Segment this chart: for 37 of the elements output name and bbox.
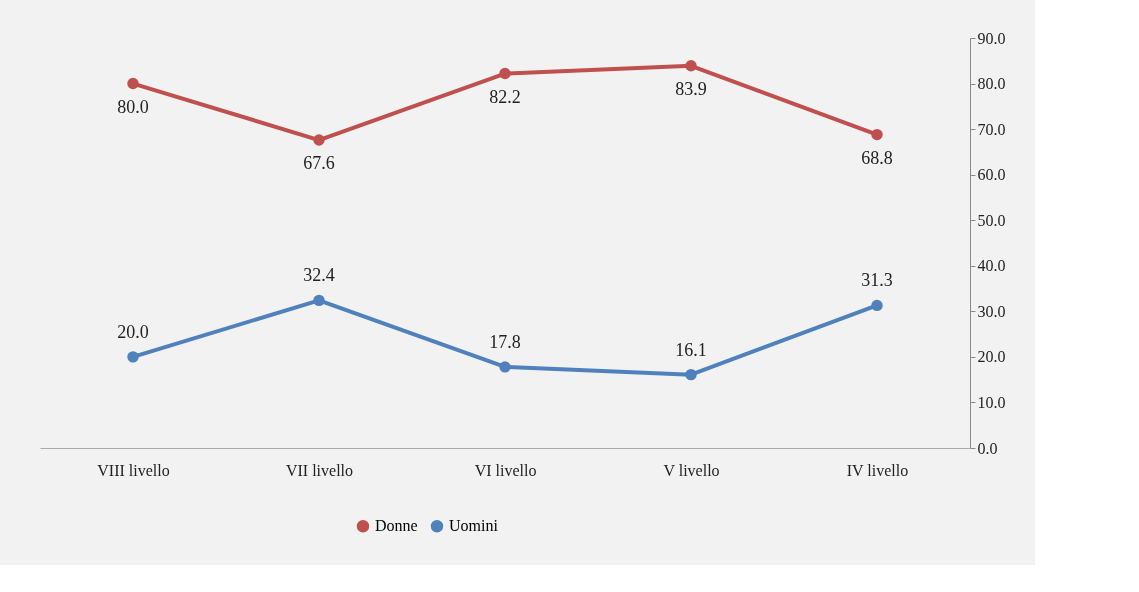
point bbox=[871, 299, 883, 312]
data-label: 68.8 bbox=[861, 147, 893, 168]
point bbox=[127, 351, 139, 363]
data-label: 82.2 bbox=[489, 86, 521, 107]
data-label: 31.3 bbox=[861, 270, 893, 291]
y-tick-label: 20.0 bbox=[977, 348, 1006, 366]
legend-label: Donne bbox=[375, 517, 418, 535]
x-tick-label: IV livello bbox=[846, 461, 909, 479]
data-label: 17.8 bbox=[489, 331, 521, 352]
data-label: 83.9 bbox=[675, 78, 707, 99]
point bbox=[313, 134, 325, 146]
point bbox=[313, 294, 325, 307]
x-tick-label: VII livello bbox=[285, 461, 354, 479]
data-label: 67.6 bbox=[303, 153, 335, 174]
point bbox=[685, 368, 697, 381]
x-tick-label: VI livello bbox=[474, 461, 537, 479]
y-tick-label: 10.0 bbox=[977, 393, 1006, 411]
y-tick-label: 80.0 bbox=[977, 75, 1006, 93]
data-label: 16.1 bbox=[675, 339, 707, 360]
legend-label: Uomini bbox=[449, 517, 499, 535]
y-tick-label: 0.0 bbox=[977, 439, 998, 457]
x-tick-label: V livello bbox=[663, 461, 720, 479]
y-tick-label: 60.0 bbox=[977, 166, 1006, 184]
point bbox=[499, 361, 511, 373]
data-label: 80.0 bbox=[117, 96, 149, 117]
x-tick-label: VIII livello bbox=[97, 461, 170, 479]
y-tick-label: 30.0 bbox=[977, 302, 1006, 320]
y-tick-label: 90.0 bbox=[977, 29, 1006, 47]
point bbox=[127, 77, 139, 90]
point bbox=[499, 67, 511, 80]
point bbox=[871, 128, 883, 141]
data-label: 32.4 bbox=[303, 265, 335, 286]
data-label: 20.0 bbox=[117, 321, 149, 342]
y-tick-label: 70.0 bbox=[977, 120, 1006, 138]
y-tick-label: 40.0 bbox=[977, 257, 1006, 275]
point bbox=[685, 60, 697, 72]
y-tick-label: 50.0 bbox=[977, 211, 1006, 229]
